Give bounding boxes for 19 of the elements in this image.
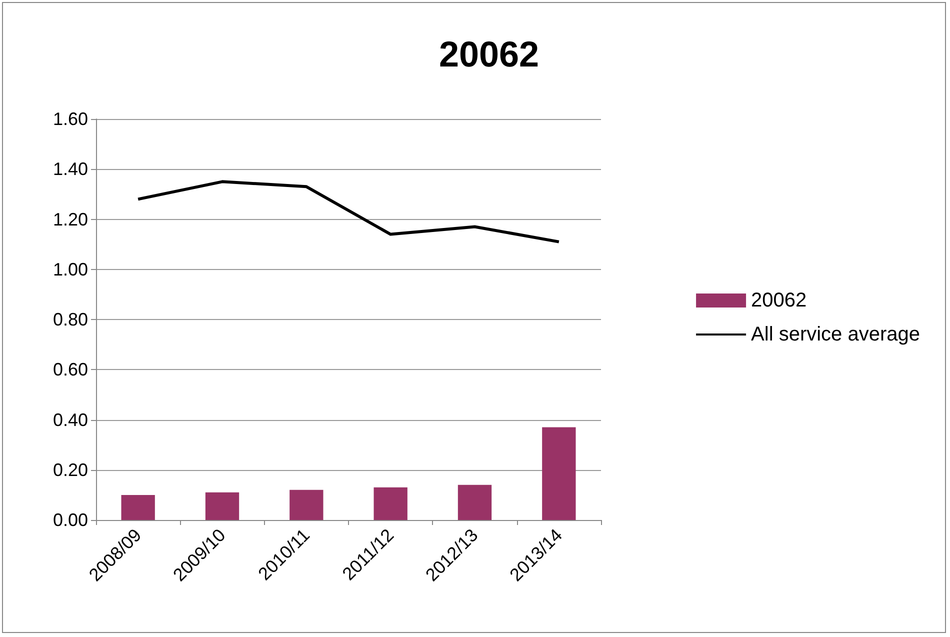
line-series (136, 180, 560, 244)
y-tick-label: 1.00 (52, 259, 88, 280)
bar (121, 494, 155, 520)
bar (542, 427, 576, 520)
y-tick-label: 1.60 (52, 109, 88, 129)
bar (458, 484, 492, 520)
y-tick-label: 0.40 (52, 410, 88, 430)
bar (374, 487, 408, 520)
y-tick-label: 1.20 (52, 209, 88, 230)
bar (290, 490, 324, 520)
y-tick-label: 1.40 (52, 159, 88, 180)
y-tick-label: 0.20 (52, 460, 88, 480)
chart-title: 20062 (438, 34, 540, 74)
bar (205, 492, 240, 520)
legend-label: 20062 (751, 290, 807, 312)
y-tick-label: 0.80 (52, 310, 88, 330)
y-tick-label: 0.00 (52, 510, 88, 530)
y-tick-label: 0.60 (52, 360, 88, 380)
legend-label: All service average (751, 324, 920, 346)
